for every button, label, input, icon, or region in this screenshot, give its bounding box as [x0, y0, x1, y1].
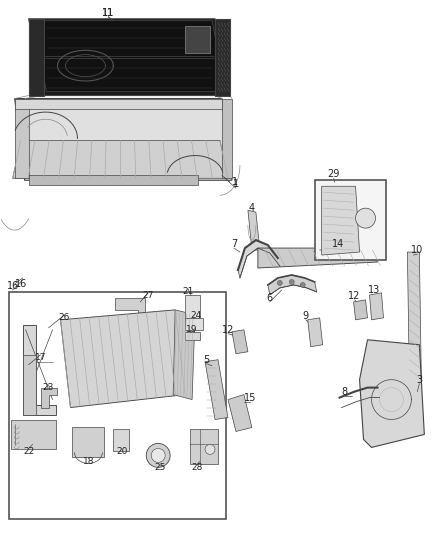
Text: 13: 13: [368, 285, 381, 295]
Bar: [314, 180, 386, 260]
Polygon shape: [215, 19, 230, 95]
Circle shape: [205, 445, 215, 455]
Circle shape: [289, 279, 294, 285]
Text: 17: 17: [35, 353, 46, 362]
Text: 12: 12: [222, 325, 234, 335]
Text: 1: 1: [233, 179, 239, 189]
Bar: [113, 430, 129, 451]
Text: 3: 3: [416, 375, 422, 385]
Text: 26: 26: [59, 313, 70, 322]
Polygon shape: [228, 394, 252, 432]
Polygon shape: [308, 318, 323, 347]
Polygon shape: [185, 26, 210, 53]
Text: 16: 16: [7, 281, 19, 291]
Circle shape: [300, 282, 305, 287]
Polygon shape: [23, 325, 56, 415]
Polygon shape: [321, 186, 360, 255]
Text: 11: 11: [102, 8, 114, 18]
Polygon shape: [115, 298, 145, 325]
Text: 27: 27: [142, 292, 154, 301]
Text: 29: 29: [328, 169, 340, 179]
Text: 21: 21: [182, 287, 194, 296]
Polygon shape: [23, 355, 35, 415]
Polygon shape: [268, 275, 317, 295]
Circle shape: [146, 443, 170, 467]
Polygon shape: [248, 210, 260, 250]
Text: 12: 12: [348, 291, 361, 301]
Polygon shape: [13, 140, 228, 178]
Polygon shape: [222, 99, 232, 178]
Text: 25: 25: [155, 463, 166, 472]
Polygon shape: [205, 360, 228, 419]
Circle shape: [151, 448, 165, 462]
Text: 28: 28: [191, 463, 203, 472]
Text: 4: 4: [249, 203, 255, 213]
Polygon shape: [370, 293, 384, 320]
Text: 15: 15: [244, 393, 256, 402]
Text: 18: 18: [83, 457, 94, 466]
Polygon shape: [14, 99, 28, 178]
Text: 24: 24: [191, 311, 201, 320]
Text: 1: 1: [232, 177, 238, 187]
Polygon shape: [232, 330, 248, 354]
Polygon shape: [258, 248, 378, 268]
Text: 22: 22: [23, 447, 34, 456]
Bar: [185, 318, 203, 330]
Polygon shape: [173, 310, 195, 400]
Text: 16: 16: [14, 279, 27, 289]
Polygon shape: [407, 252, 421, 382]
Text: 20: 20: [117, 447, 128, 456]
Circle shape: [277, 280, 283, 286]
Polygon shape: [41, 387, 57, 408]
Polygon shape: [14, 99, 232, 180]
Bar: [185, 332, 200, 340]
Polygon shape: [238, 240, 280, 278]
Text: 23: 23: [43, 383, 54, 392]
Text: 10: 10: [411, 245, 424, 255]
Text: 7: 7: [231, 239, 237, 249]
Text: 14: 14: [332, 239, 344, 249]
Polygon shape: [190, 430, 218, 464]
Polygon shape: [14, 99, 222, 109]
Text: 8: 8: [342, 386, 348, 397]
Text: 11: 11: [102, 8, 114, 18]
Polygon shape: [28, 175, 198, 185]
Polygon shape: [60, 310, 185, 408]
Polygon shape: [28, 19, 43, 95]
Polygon shape: [11, 419, 56, 449]
Polygon shape: [72, 427, 104, 457]
Polygon shape: [32, 21, 226, 92]
Circle shape: [356, 208, 375, 228]
Polygon shape: [353, 300, 367, 320]
Bar: [9, 292, 226, 519]
Text: 19: 19: [186, 325, 198, 334]
Polygon shape: [28, 19, 230, 95]
Polygon shape: [360, 340, 424, 447]
Text: 5: 5: [203, 354, 209, 365]
Text: 9: 9: [303, 311, 309, 321]
Text: 6: 6: [267, 293, 273, 303]
Polygon shape: [185, 295, 200, 318]
